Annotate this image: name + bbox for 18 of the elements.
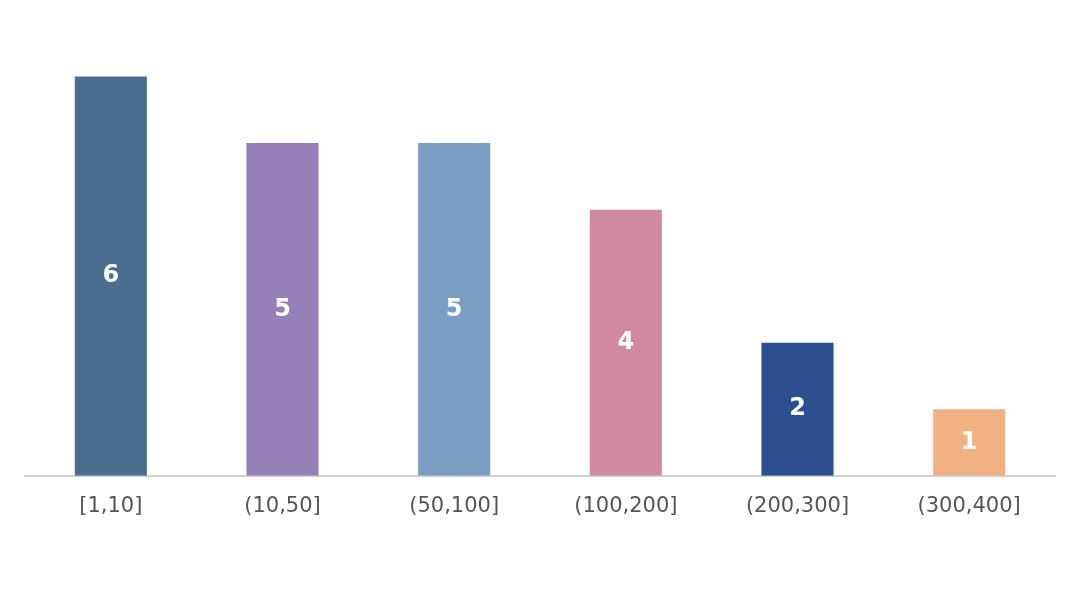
data-label: 5: [445, 293, 463, 322]
bar: [933, 409, 1006, 476]
bar: [589, 209, 662, 476]
x-tick-label: (100,200]: [574, 492, 678, 517]
data-label: 2: [789, 393, 806, 422]
x-tick-label: (300,400]: [917, 492, 1021, 517]
data-label: 1: [960, 426, 978, 455]
x-tick-label: (200,300]: [745, 492, 850, 517]
x-tick-label: (50,100]: [409, 492, 500, 517]
x-tick-label: (10,50]: [244, 492, 321, 517]
data-label: 6: [102, 260, 120, 289]
x-tick-label: [1,10]: [79, 492, 143, 517]
data-label: 5: [274, 293, 291, 322]
bar: [246, 143, 319, 476]
data-label: 4: [617, 326, 635, 355]
bar: [761, 342, 834, 476]
bar: [418, 143, 491, 476]
bar: [74, 76, 147, 476]
